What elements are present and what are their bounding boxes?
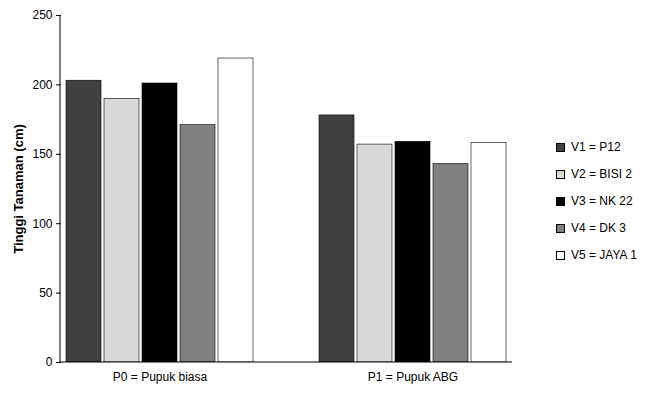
svg-text:100: 100 <box>32 217 52 231</box>
html-text:V3 = NK 22: V3 = NK 22 <box>571 194 633 208</box>
html-text:V1 = P12: V1 = P12 <box>571 140 621 154</box>
svg-text:150: 150 <box>32 147 52 161</box>
html-text:V4 = DK 3: V4 = DK 3 <box>571 221 626 235</box>
svg-text:0: 0 <box>46 355 53 369</box>
svg-text:50: 50 <box>39 286 53 300</box>
svg-text:P1 = Pupuk ABG: P1 = Pupuk ABG <box>368 370 458 384</box>
svg-text:P0 = Pupuk biasa: P0 = Pupuk biasa <box>113 370 208 384</box>
svg-text:Tinggi Tanaman (cm): Tinggi Tanaman (cm) <box>11 124 26 254</box>
html-text:V2 = BISI 2: V2 = BISI 2 <box>571 167 632 181</box>
html-text:V5 = JAYA 1: V5 = JAYA 1 <box>571 248 637 262</box>
svg-text:200: 200 <box>32 78 52 92</box>
svg-text:250: 250 <box>32 8 52 22</box>
